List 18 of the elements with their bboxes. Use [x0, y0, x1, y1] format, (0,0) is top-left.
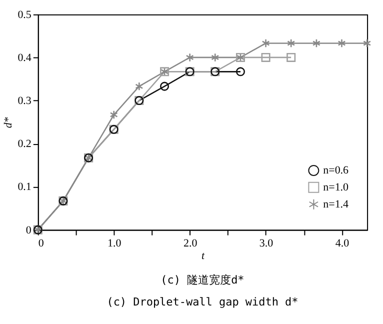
y-tick-label: 0 — [26, 224, 32, 236]
x-tick-label: 2.0 — [183, 237, 198, 250]
legend-label: n=1.4 — [323, 198, 350, 210]
text: (c) 隧道宽度d* — [160, 274, 244, 287]
x-tick-label: 4.0 — [335, 237, 350, 250]
y-tick-label: 0.1 — [18, 181, 32, 194]
x-tick-label: 3.0 — [259, 237, 274, 250]
x-axis-title: t — [201, 250, 206, 262]
text: (c) Droplet-wall gap width d* — [106, 296, 298, 309]
legend-label: n=1.0 — [323, 181, 350, 194]
legend-label: n=0.6 — [323, 164, 350, 176]
y-tick-label: 0.5 — [18, 8, 32, 21]
y-axis-title: d* — [2, 116, 15, 128]
x-tick-label: 0 — [38, 237, 44, 250]
y-tick-label: 0.4 — [18, 52, 32, 64]
y-tick-label: 0.2 — [18, 138, 32, 150]
x-tick-label: 1.0 — [108, 237, 122, 250]
y-tick-label: 0.3 — [18, 95, 32, 108]
